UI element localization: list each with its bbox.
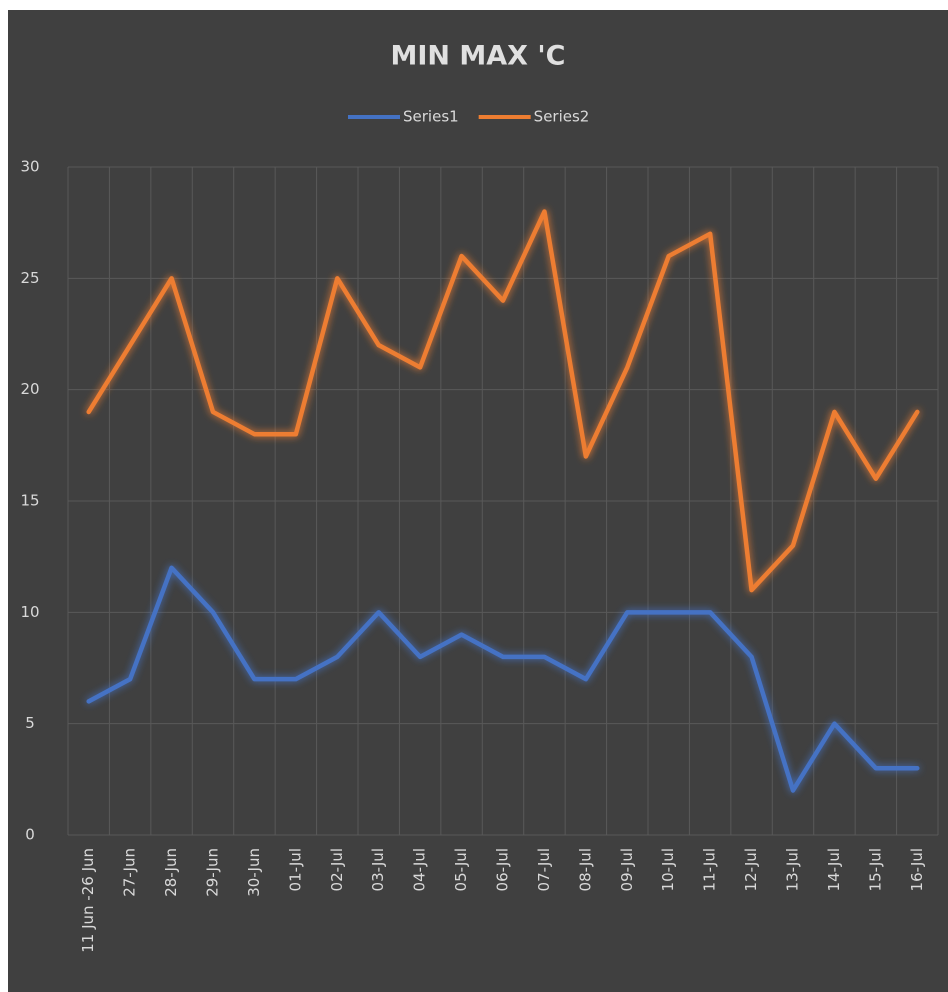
x-tick-label: 14-Jul [825, 848, 843, 891]
y-tick-label: 25 [20, 269, 39, 287]
x-tick-label: 12-Jul [742, 848, 760, 891]
x-tick-label: 15-Jul [866, 848, 884, 891]
x-tick-label: 03-Jul [369, 848, 387, 891]
x-tick-label: 16-Jul [908, 848, 926, 891]
x-tick-label: 28-Jun [162, 848, 180, 897]
y-tick-label: 0 [25, 826, 35, 844]
x-tick-label: 06-Jul [494, 848, 512, 891]
x-tick-label: 11-Jul [701, 848, 719, 891]
y-tick-label: 30 [20, 158, 39, 176]
x-tick-label: 30-Jun [245, 848, 263, 897]
series-line [86, 209, 920, 593]
x-tick-label: 27-Jun [121, 848, 139, 897]
y-tick-label: 20 [20, 380, 39, 398]
x-tick-label: 07-Jul [535, 848, 553, 891]
y-tick-label: 10 [20, 603, 39, 621]
x-tick-label: 10-Jul [659, 848, 677, 891]
x-tick-label: 29-Jun [204, 848, 222, 897]
x-tick-label: 08-Jul [576, 848, 594, 891]
legend-label: Series2 [534, 108, 590, 126]
x-tick-label: 09-Jul [618, 848, 636, 891]
x-tick-label: 13-Jul [784, 848, 802, 891]
legend-label: Series1 [403, 108, 459, 126]
series-line [86, 565, 920, 793]
chart-title: MIN MAX 'C [391, 41, 566, 72]
x-tick-label: 01-Jul [286, 848, 304, 891]
x-tick-label: 02-Jul [328, 848, 346, 891]
y-tick-label: 5 [25, 714, 35, 732]
x-tick-label: 11 Jun -26 Jun [79, 848, 97, 953]
x-tick-label: 05-Jul [452, 848, 470, 891]
x-tick-label: 04-Jul [411, 848, 429, 891]
y-tick-label: 15 [20, 492, 39, 510]
